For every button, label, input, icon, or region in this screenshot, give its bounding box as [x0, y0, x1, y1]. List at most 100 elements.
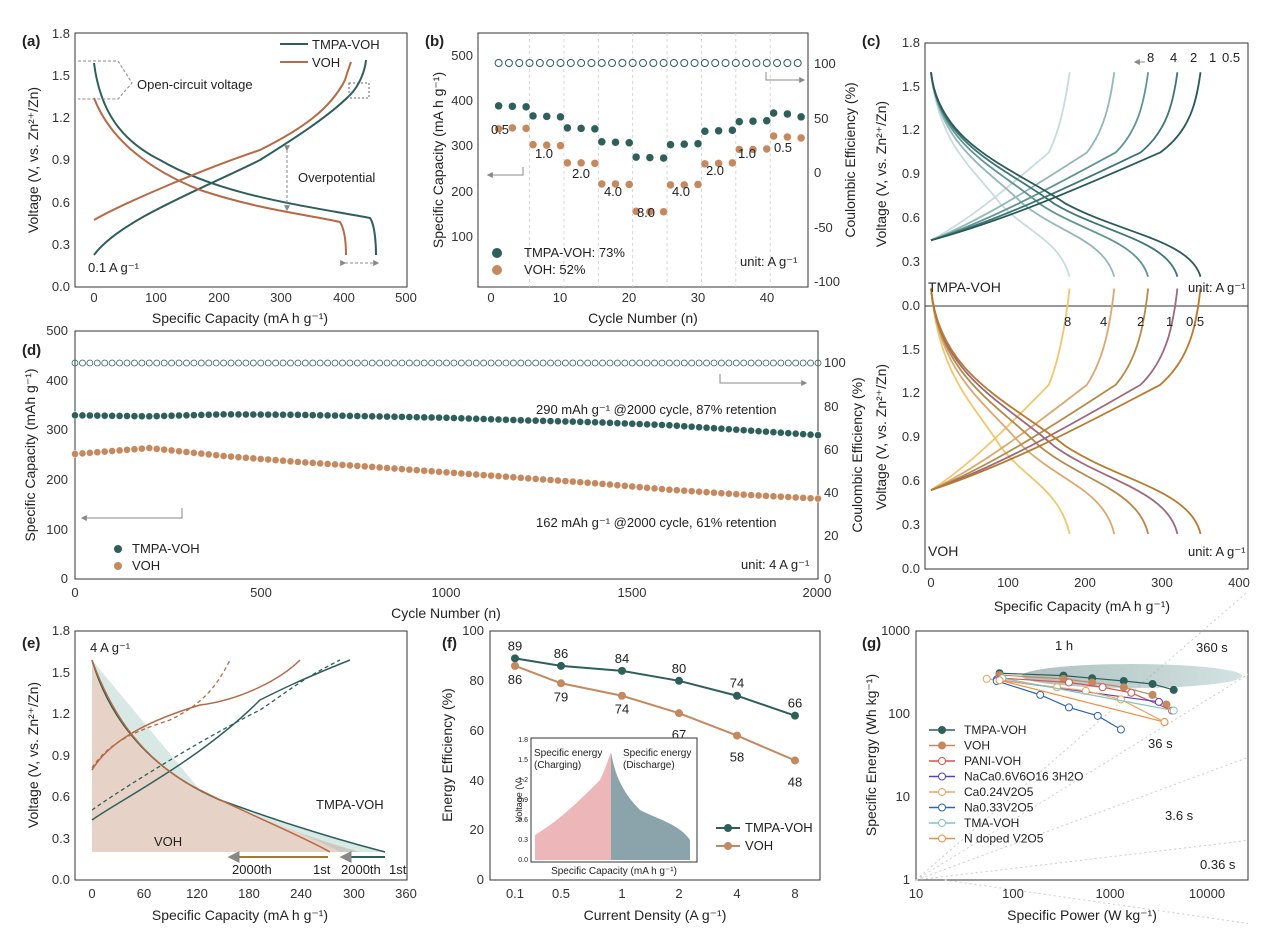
x-tick: 8	[791, 886, 798, 901]
ce-point	[680, 359, 688, 367]
y2-tick: 0	[814, 165, 821, 180]
data-point	[1169, 706, 1178, 715]
data-point	[792, 493, 800, 502]
y-tick: 1	[903, 872, 910, 887]
data-point	[368, 412, 376, 421]
data-point	[123, 412, 131, 420]
legend-marker	[938, 819, 946, 827]
ce-point	[524, 359, 532, 367]
y-tick: 500	[46, 323, 68, 338]
ce-point	[227, 359, 235, 367]
ce-point	[294, 359, 302, 367]
panel-g-ylabel: Specific Energy (Wh kg⁻¹)	[863, 674, 879, 836]
panel-f-yticks: 0 20 40 60 80 100	[462, 623, 484, 887]
tmpa-charge-2000th	[91, 659, 341, 811]
y-tick: 0.6	[52, 789, 70, 804]
inset-ylabel: Voltage (V)	[514, 778, 524, 823]
data-point	[234, 453, 243, 461]
ce-point	[138, 359, 146, 367]
data-point	[613, 481, 622, 489]
data-point	[465, 470, 473, 478]
ce-point	[628, 359, 636, 367]
rate-label: 1	[1209, 50, 1216, 65]
data-point	[754, 491, 763, 500]
panel-c-top-yticks: 0.0 0.3 0.6 0.9 1.2 1.5 1.8	[902, 35, 920, 313]
panel-g-xlabel: Specific Power (W kg⁻¹)	[1007, 907, 1157, 923]
data-point	[502, 416, 510, 424]
series-line	[999, 679, 1165, 723]
data-point	[1127, 688, 1136, 697]
data-point	[777, 492, 785, 501]
charge-curve	[930, 288, 1150, 491]
inset-y-tick: 0.6	[518, 817, 528, 824]
ce-point	[584, 359, 592, 367]
data-point	[777, 428, 785, 437]
data-point	[658, 485, 666, 493]
ce-point	[649, 59, 658, 67]
data-point	[197, 449, 206, 458]
time-label: 360 s	[1196, 640, 1228, 655]
ce-point	[383, 359, 391, 367]
time-label: 3.6 s	[1165, 808, 1194, 823]
data-point	[227, 452, 235, 461]
data-point	[338, 412, 347, 420]
data-point	[556, 112, 565, 122]
charge-curve	[930, 288, 1116, 491]
y-tick: 1.5	[52, 665, 70, 680]
ce-point	[101, 359, 109, 367]
data-point	[420, 413, 428, 422]
data-point	[546, 417, 555, 425]
data-point	[740, 426, 748, 434]
data-point	[457, 469, 466, 478]
ce-point	[494, 59, 503, 67]
data-point	[539, 417, 547, 425]
inset-xlabel: Specific Capacity (mA h g⁻¹)	[551, 866, 677, 877]
data-point	[93, 411, 101, 420]
y-tick: 300	[451, 138, 473, 153]
data-point	[606, 480, 614, 489]
data-point	[762, 427, 770, 436]
data-point	[331, 411, 339, 420]
ce-point	[597, 59, 606, 67]
ce-point	[792, 359, 800, 367]
x-tick: 30	[691, 290, 705, 305]
data-point	[108, 447, 116, 455]
data-point	[799, 494, 807, 502]
y-tick: 0	[61, 571, 68, 586]
data-point	[982, 674, 991, 683]
ce-point	[621, 359, 629, 367]
x-tick: 2	[675, 886, 682, 901]
data-point	[175, 411, 183, 420]
legend-marker-tmpa	[724, 824, 732, 832]
panel-e-frame	[74, 630, 408, 881]
zoom-box	[348, 82, 370, 99]
data-point	[531, 475, 540, 483]
data-point	[769, 131, 778, 141]
data-point	[427, 413, 436, 422]
x-tick: 0	[927, 575, 934, 590]
data-point	[249, 454, 258, 463]
data-point	[783, 132, 792, 142]
data-point	[405, 413, 414, 421]
voh-energy-area	[92, 660, 360, 852]
tmpa-2000th-label: 2000th	[341, 862, 381, 877]
ce-point	[628, 59, 637, 67]
data-point	[591, 418, 599, 426]
discharge-curve	[930, 288, 1116, 535]
data-point	[740, 490, 748, 499]
ce-point	[752, 59, 761, 67]
ce-point	[339, 359, 346, 367]
x-tick: 0	[487, 290, 494, 305]
data-point	[517, 416, 525, 424]
data-point	[323, 411, 332, 420]
data-point	[509, 473, 518, 481]
data-point	[728, 158, 737, 168]
ce-point	[731, 59, 740, 67]
ce-point	[651, 359, 658, 367]
data-point	[591, 479, 599, 487]
x-tick: 300	[270, 290, 292, 305]
data-point	[160, 445, 168, 454]
ce-point	[535, 59, 544, 67]
data-point	[659, 207, 668, 217]
legend-marker	[938, 757, 946, 765]
